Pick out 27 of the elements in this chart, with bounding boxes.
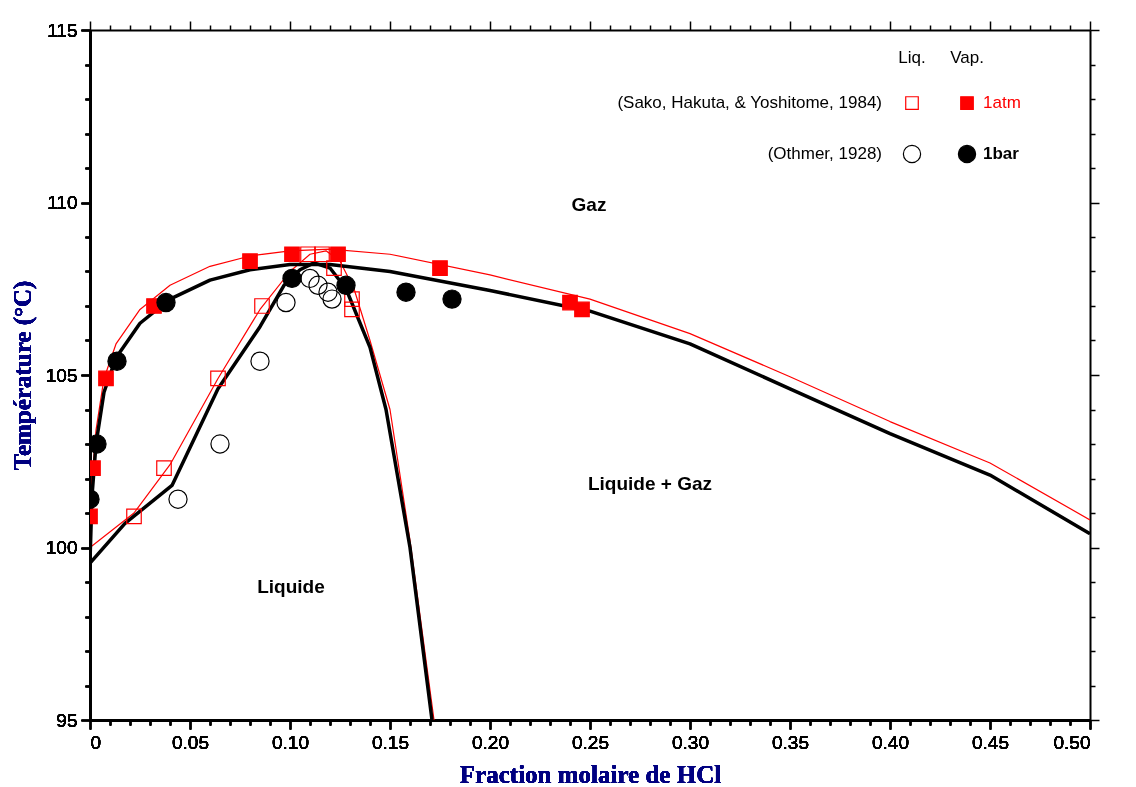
x-tick-label: 0.45 (972, 731, 1009, 753)
x-tick-label: 0.50 (1053, 731, 1091, 753)
annotation: (Sako, Hakuta, & Yoshitome, 1984) (617, 93, 882, 112)
annotation: Liq. (898, 48, 926, 67)
x-tick-label: 0 (90, 731, 102, 753)
annotation: Gaz (571, 194, 607, 215)
x-axis-title: Fraction molaire de HCl (459, 760, 722, 787)
annotation: Liquide + Gaz (587, 473, 713, 494)
annotation: Liquide (257, 576, 325, 597)
annotation: Vap. (950, 48, 984, 67)
y-tick-label: 115 (47, 19, 78, 41)
x-tick-label: 0.20 (472, 731, 509, 753)
x-tick-label: 0.25 (572, 731, 609, 753)
y-tick-label: 110 (47, 192, 78, 213)
x-tick-label: 0.05 (172, 731, 209, 753)
legend-label: 1atm (983, 93, 1021, 112)
x-tick-label: 0.35 (772, 731, 809, 753)
y-tick-label: 100 (45, 537, 78, 558)
x-tick-label: 0.10 (272, 731, 309, 753)
y-axis-title: Température (°C) (8, 280, 37, 471)
y-tick-label: 95 (56, 709, 78, 731)
x-tick-label: 0.30 (672, 731, 709, 753)
legend-label: 1bar (983, 144, 1020, 163)
annotation: (Othmer, 1928) (767, 144, 882, 163)
x-tick-label: 0.40 (872, 731, 909, 753)
y-tick-label: 105 (45, 364, 78, 386)
x-tick-label: 0.15 (372, 731, 409, 753)
